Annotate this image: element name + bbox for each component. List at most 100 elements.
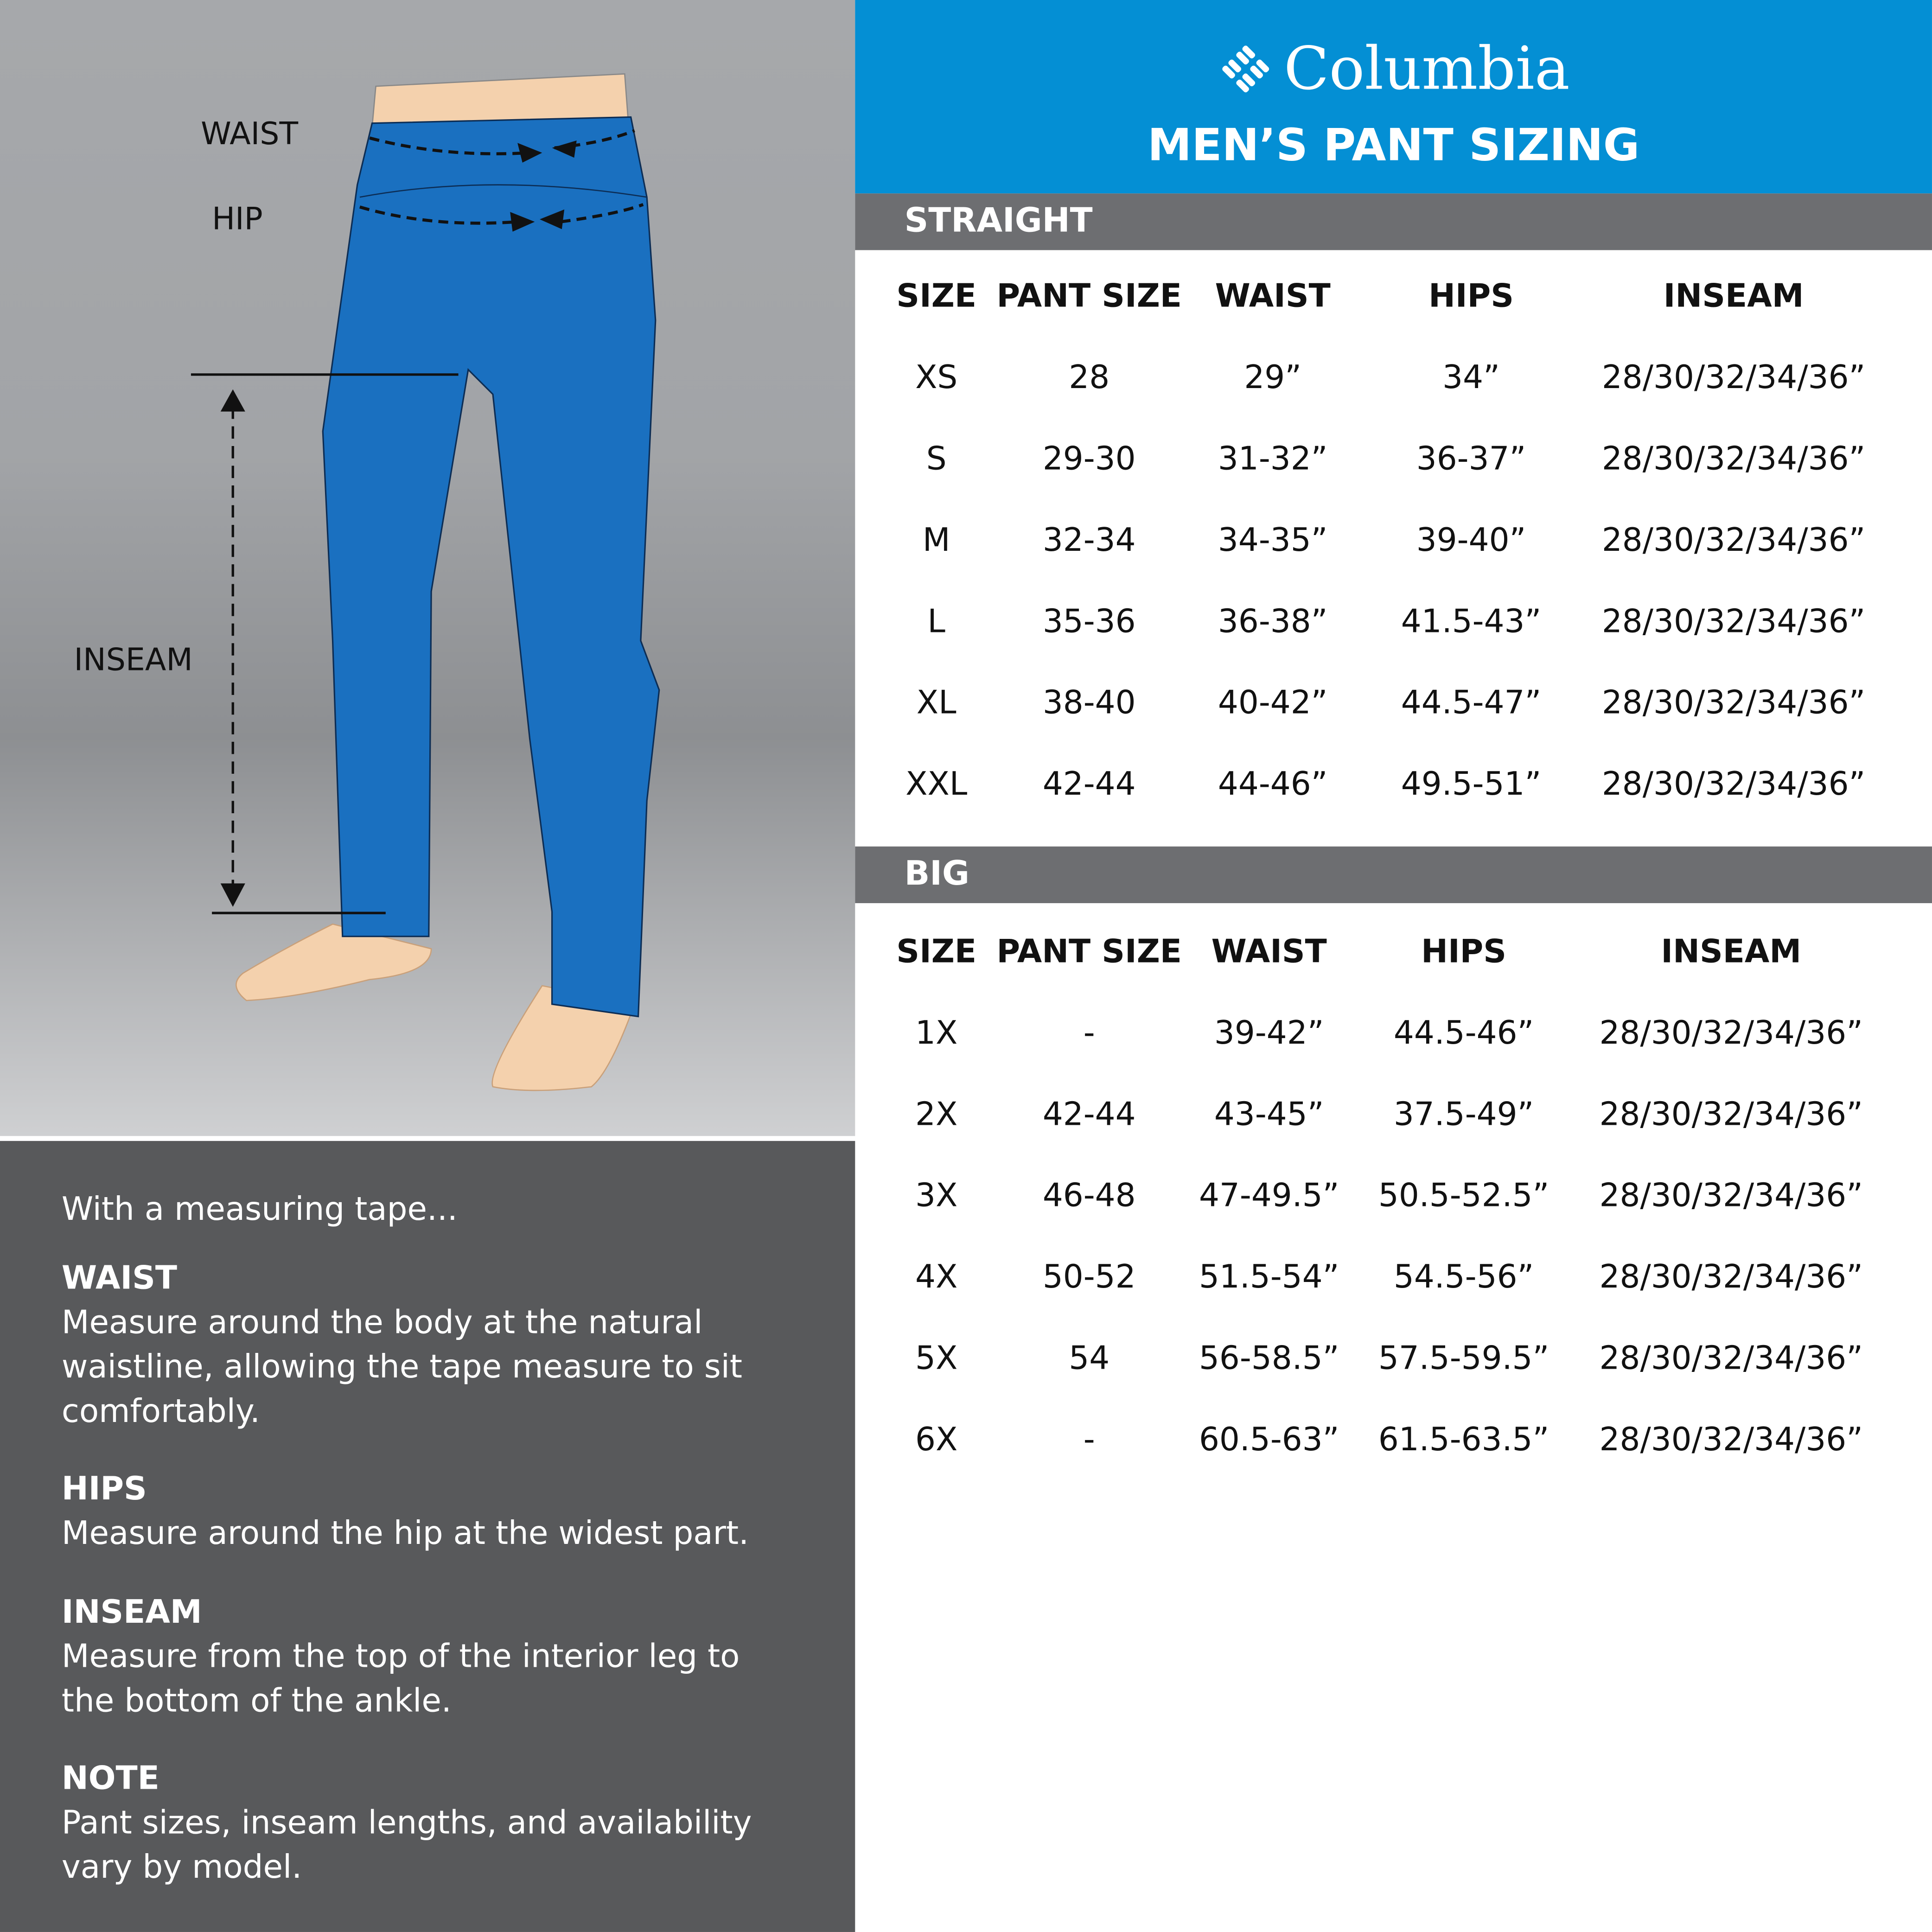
section-title: STRAIGHT [904, 202, 1093, 241]
table-cell: 46-48 [1042, 1178, 1136, 1215]
table-cell: 2X [915, 1097, 958, 1134]
table-cell: 50-52 [1042, 1259, 1136, 1296]
column-header: SIZE [896, 278, 977, 316]
table-header-row: SIZE PANT SIZE WAIST HIPS INSEAM [855, 279, 1932, 328]
table-cell: 44.5-47” [1401, 685, 1542, 722]
note-heading: INSEAM [61, 1594, 202, 1632]
column-header: SIZE [896, 934, 977, 971]
columbia-diamond-icon [1222, 45, 1269, 93]
table-cell: L [927, 604, 945, 641]
table-cell: 28/30/32/34/36” [1599, 1422, 1863, 1459]
table-cell: 49.5-51” [1401, 766, 1542, 803]
table-cell: 3X [915, 1178, 958, 1215]
pants-drawing [191, 73, 660, 1091]
table-cell: 60.5-63” [1199, 1422, 1339, 1459]
section-straight: STRAIGHT [855, 193, 1932, 250]
table-row: 5X 54 56-58.5” 57.5-59.5” 28/30/32/34/36” [855, 1340, 1932, 1390]
column-header: INSEAM [1663, 278, 1804, 316]
table-cell: 36-38” [1218, 604, 1328, 641]
pants-illustration: WAIST HIP INSEAM [0, 0, 855, 1136]
table-row: XL 38-40 40-42” 44.5-47” 28/30/32/34/36” [855, 685, 1932, 734]
waist-label: WAIST [201, 115, 299, 152]
table-row: 1X - 39-42” 44.5-46” 28/30/32/34/36” [855, 1015, 1932, 1065]
table-row: M 32-34 34-35” 39-40” 28/30/32/34/36” [855, 523, 1932, 572]
inseam-label: INSEAM [74, 642, 193, 678]
note-text: Pant sizes, inseam lengths, and availabi… [61, 1805, 752, 1887]
note-heading: HIPS [61, 1471, 147, 1508]
column-header: WAIST [1215, 278, 1331, 316]
header: Columbia MEN’S PANT SIZING [855, 0, 1932, 194]
table-cell: 50.5-52.5” [1378, 1178, 1549, 1215]
column-header: PANT SIZE [996, 934, 1182, 971]
table-row: 3X 46-48 47-49.5” 50.5-52.5” 28/30/32/34/36” [855, 1178, 1932, 1227]
table-cell: 57.5-59.5” [1378, 1340, 1549, 1378]
table-cell: 28/30/32/34/36” [1599, 1097, 1863, 1134]
table-cell: 34” [1442, 359, 1500, 397]
table-cell: 28/30/32/34/36” [1601, 604, 1866, 641]
table-cell: 39-40” [1416, 522, 1526, 560]
table-row: 2X 42-44 43-45” 37.5-49” 28/30/32/34/36” [855, 1097, 1932, 1146]
note-waist: WAIST Measure around the body at the natu… [62, 1257, 801, 1435]
table-row: 4X 50-52 51.5-54” 54.5-56” 28/30/32/34/36” [855, 1259, 1932, 1308]
table-cell: - [1083, 1015, 1095, 1052]
table-cell: 41.5-43” [1401, 604, 1542, 641]
table-cell: 28/30/32/34/36” [1601, 522, 1866, 560]
table-cell: 28/30/32/34/36” [1601, 766, 1866, 803]
notes-intro: With a measuring tape... [61, 1191, 458, 1229]
table-cell: M [922, 522, 950, 560]
column-header: PANT SIZE [996, 278, 1182, 316]
table-cell: 31-32” [1218, 441, 1328, 478]
table-cell: 40-42” [1218, 685, 1328, 722]
table-cell: 44.5-46” [1393, 1015, 1534, 1052]
column-header: INSEAM [1661, 934, 1802, 971]
note-note: NOTE Pant sizes, inseam lengths, and avai… [62, 1757, 801, 1890]
table-cell: 28/30/32/34/36” [1599, 1340, 1863, 1378]
note-text: Measure around the body at the natural w… [61, 1305, 743, 1431]
table-cell: 35-36 [1042, 604, 1136, 641]
table-cell: - [1083, 1422, 1095, 1459]
table-cell: 29-30 [1042, 441, 1136, 478]
note-heading: WAIST [61, 1260, 178, 1298]
table-cell: 54 [1069, 1340, 1110, 1378]
table-cell: 1X [915, 1015, 958, 1052]
table-cell: XL [916, 685, 956, 722]
table-cell: 28/30/32/34/36” [1599, 1015, 1863, 1052]
table-cell: 44-46” [1218, 766, 1328, 803]
table-cell: 34-35” [1218, 522, 1328, 560]
measuring-notes: With a measuring tape... WAIST Measure ar… [0, 1141, 855, 1932]
table-cell: 28/30/32/34/36” [1601, 359, 1866, 397]
table-cell: 28 [1069, 359, 1110, 397]
table-cell: 37.5-49” [1393, 1097, 1534, 1134]
note-inseam: INSEAM Measure from the top of the interi… [62, 1591, 801, 1724]
table-cell: 32-34 [1042, 522, 1136, 560]
note-text: Measure around the hip at the widest par… [61, 1515, 749, 1553]
table-cell: 28/30/32/34/36” [1601, 685, 1866, 722]
table-cell: 42-44 [1042, 1097, 1136, 1134]
table-cell: 6X [915, 1422, 958, 1459]
table-cell: 54.5-56” [1393, 1259, 1534, 1296]
table-cell: 43-45” [1214, 1097, 1324, 1134]
table-row: S 29-30 31-32” 36-37” 28/30/32/34/36” [855, 441, 1932, 490]
table-cell: 36-37” [1416, 441, 1526, 478]
table-cell: 39-42” [1214, 1015, 1324, 1052]
table-cell: 4X [915, 1259, 958, 1296]
column-header: HIPS [1421, 934, 1507, 971]
table-cell: 61.5-63.5” [1378, 1422, 1549, 1459]
table-cell: 38-40 [1042, 685, 1136, 722]
table-cell: 28/30/32/34/36” [1601, 441, 1866, 478]
table-cell: 47-49.5” [1199, 1178, 1339, 1215]
table-row: XS 28 29” 34” 28/30/32/34/36” [855, 360, 1932, 409]
table-cell: 56-58.5” [1199, 1340, 1339, 1378]
table-cell: 51.5-54” [1199, 1259, 1339, 1296]
table-cell: 5X [915, 1340, 958, 1378]
column-header: WAIST [1211, 934, 1327, 971]
note-text: Measure from the top of the interior leg… [61, 1639, 740, 1720]
note-heading: NOTE [61, 1760, 159, 1798]
table-row: XXL 42-44 44-46” 49.5-51” 28/30/32/34/36” [855, 766, 1932, 816]
table-cell: XXL [905, 766, 968, 803]
table-cell: 42-44 [1042, 766, 1136, 803]
table-cell: XS [915, 359, 958, 397]
section-title: BIG [904, 855, 969, 893]
columbia-logo: Columbia [855, 34, 1932, 103]
